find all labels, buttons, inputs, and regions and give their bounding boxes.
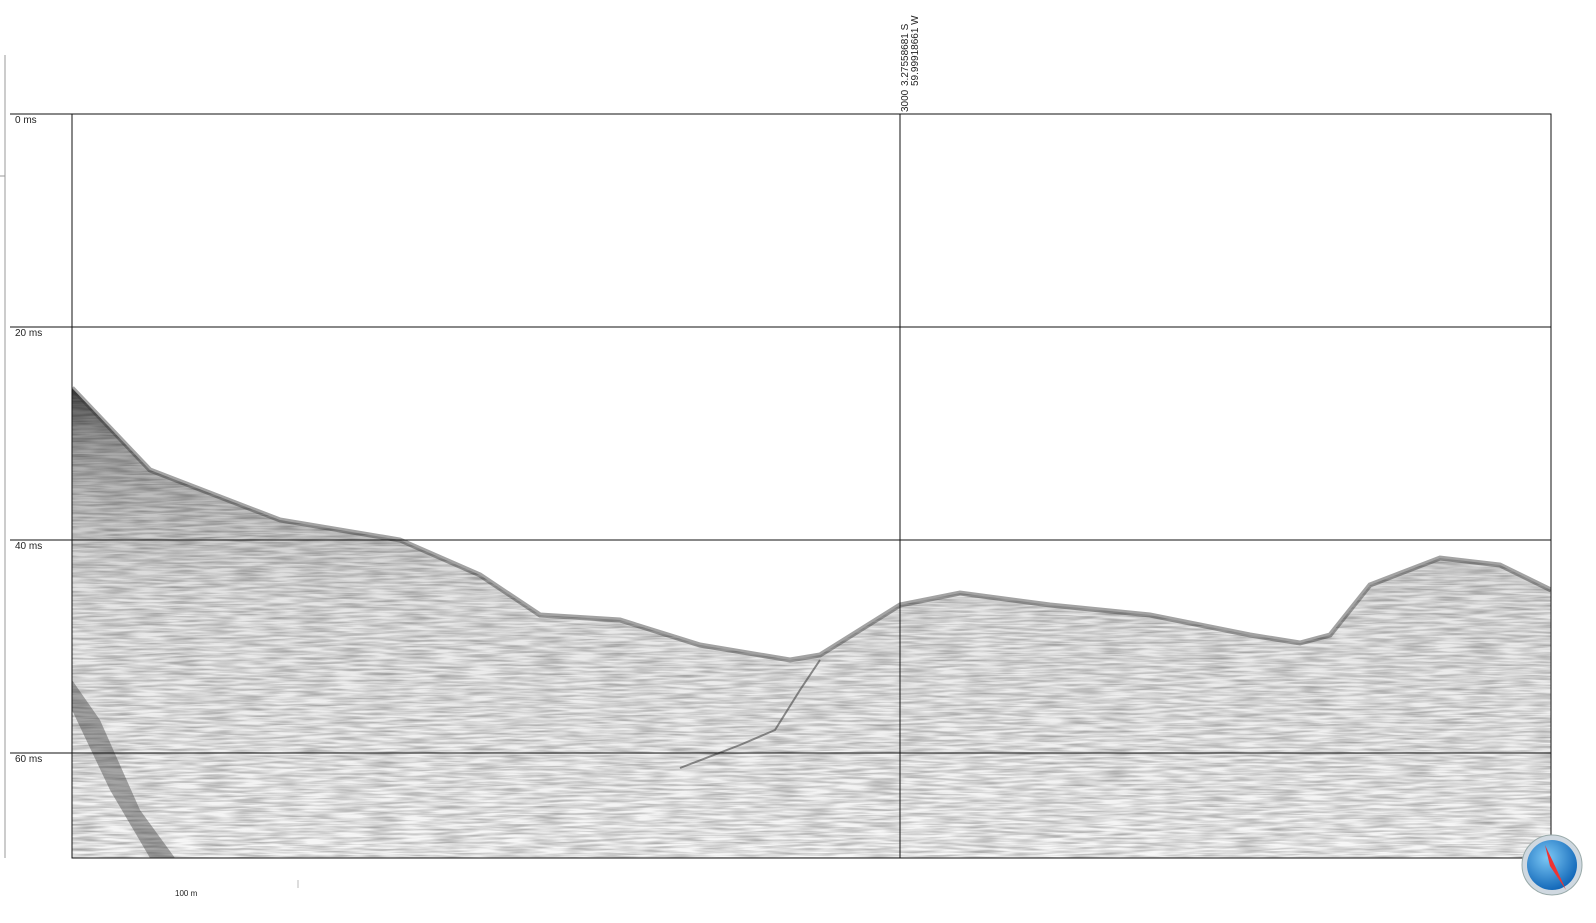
compass[interactable] xyxy=(1522,835,1582,895)
trace-number: 3000 xyxy=(900,89,911,112)
longitude: 59.99918661 W xyxy=(910,15,921,86)
reflection-texture xyxy=(72,388,1551,858)
seismic-viewer: 0 ms 20 ms 40 ms 60 ms 3000 3.27558681 S… xyxy=(0,0,1596,923)
time-label: 60 ms xyxy=(15,754,42,765)
seismic-section xyxy=(72,388,1551,858)
scale-bar-label: 100 m xyxy=(175,889,198,898)
time-label: 0 ms xyxy=(15,115,37,126)
time-label: 40 ms xyxy=(15,541,42,552)
time-label: 20 ms xyxy=(15,328,42,339)
